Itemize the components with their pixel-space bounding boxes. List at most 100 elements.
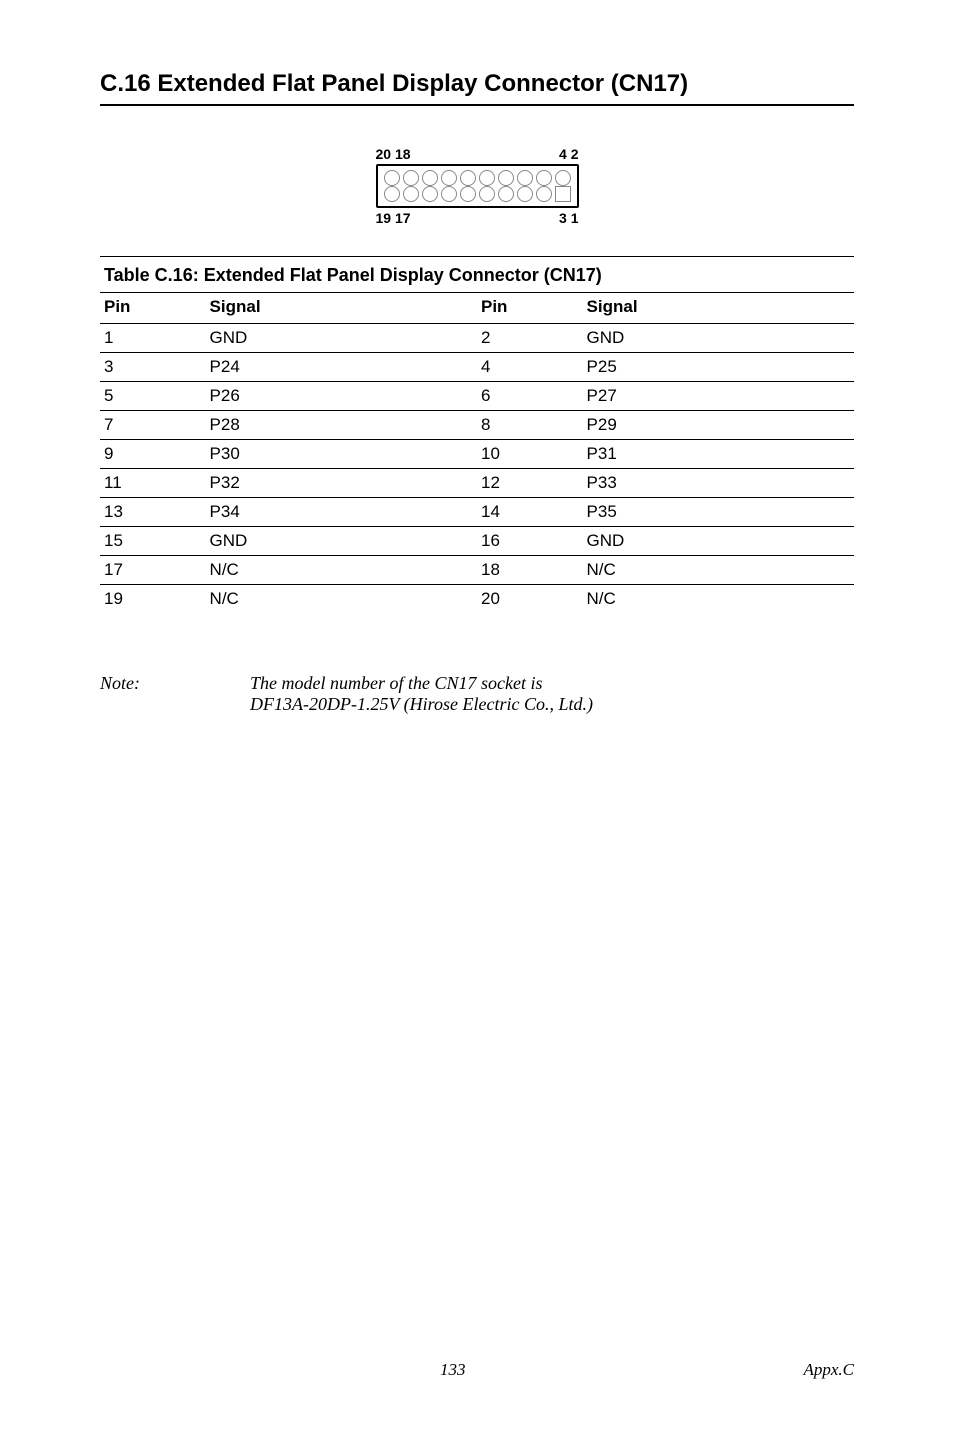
- pin-hole-icon: [441, 186, 457, 202]
- table-cell: 20: [477, 585, 583, 614]
- pin-hole-icon: [422, 170, 438, 186]
- pin-hole-icon: [479, 186, 495, 202]
- pin-hole-icon: [403, 186, 419, 202]
- table-cell: P34: [206, 498, 477, 527]
- table-cell: GND: [206, 527, 477, 556]
- header-pin-2: Pin: [477, 293, 583, 324]
- pin-hole-icon: [460, 186, 476, 202]
- table-row: 9P3010P31: [100, 440, 854, 469]
- note-label: Note:: [100, 673, 250, 715]
- table-cell: 8: [477, 411, 583, 440]
- title-underline: [100, 104, 854, 106]
- table-row: 11P3212P33: [100, 469, 854, 498]
- table-cell: 10: [477, 440, 583, 469]
- table-header-row: Pin Signal Pin Signal: [100, 293, 854, 324]
- note-text: The model number of the CN17 socket is D…: [250, 673, 854, 715]
- table-cell: GND: [583, 324, 854, 353]
- pin-hole-icon: [479, 170, 495, 186]
- pin-row-bottom: [384, 186, 571, 202]
- table-cell: 6: [477, 382, 583, 411]
- pin-hole-icon: [403, 170, 419, 186]
- note-line2: DF13A-20DP-1.25V (Hirose Electric Co., L…: [250, 694, 854, 715]
- section-title: C.16 Extended Flat Panel Display Connect…: [100, 70, 854, 98]
- table-row: 13P3414P35: [100, 498, 854, 527]
- connector-diagram: 20 18 4 2: [100, 146, 854, 226]
- label-top-left: 20 18: [376, 146, 411, 162]
- table-cell: N/C: [206, 556, 477, 585]
- pin-labels-bottom: 19 17 3 1: [376, 210, 579, 226]
- table-row: 19N/C20N/C: [100, 585, 854, 614]
- table-cell: P28: [206, 411, 477, 440]
- table-cell: 14: [477, 498, 583, 527]
- table-cell: 16: [477, 527, 583, 556]
- pin-hole-icon: [498, 170, 514, 186]
- table-cell: N/C: [583, 556, 854, 585]
- table-cell: P26: [206, 382, 477, 411]
- table-body: 1GND2GND3P244P255P266P277P288P299P3010P3…: [100, 324, 854, 614]
- diagram-inner: 20 18 4 2: [376, 146, 579, 226]
- table-cell: 7: [100, 411, 206, 440]
- table-cell: 17: [100, 556, 206, 585]
- pin-hole-icon: [555, 170, 571, 186]
- pin-labels-top: 20 18 4 2: [376, 146, 579, 162]
- note-line1: The model number of the CN17 socket is: [250, 673, 854, 694]
- footer-inner: 133 Appx.C: [100, 1360, 854, 1380]
- table-title-row: Table C.16: Extended Flat Panel Display …: [100, 257, 854, 293]
- table-cell: P31: [583, 440, 854, 469]
- table-row: 17N/C18N/C: [100, 556, 854, 585]
- table-cell: P32: [206, 469, 477, 498]
- header-signal-1: Signal: [206, 293, 477, 324]
- page-footer: 133 Appx.C: [0, 1360, 954, 1380]
- table-row: 5P266P27: [100, 382, 854, 411]
- table-row: 7P288P29: [100, 411, 854, 440]
- table-cell: 1: [100, 324, 206, 353]
- header-pin-1: Pin: [100, 293, 206, 324]
- table-cell: 3: [100, 353, 206, 382]
- table-cell: 4: [477, 353, 583, 382]
- table-cell: N/C: [583, 585, 854, 614]
- pin-hole-icon: [384, 186, 400, 202]
- pin-hole-icon: [384, 170, 400, 186]
- table-cell: P35: [583, 498, 854, 527]
- footer-reference: Appx.C: [803, 1360, 854, 1380]
- table-row: 15GND16GND: [100, 527, 854, 556]
- table-cell: GND: [583, 527, 854, 556]
- pin-row-top: [384, 170, 571, 186]
- pin-hole-icon: [517, 170, 533, 186]
- pin1-square-icon: [555, 186, 571, 202]
- label-top-right: 4 2: [559, 146, 578, 162]
- table-cell: P24: [206, 353, 477, 382]
- pin-hole-icon: [422, 186, 438, 202]
- table-cell: N/C: [206, 585, 477, 614]
- table-cell: 2: [477, 324, 583, 353]
- table-row: 3P244P25: [100, 353, 854, 382]
- connector-box: [376, 164, 579, 208]
- table-cell: P27: [583, 382, 854, 411]
- pin-hole-icon: [536, 170, 552, 186]
- footer-page-number: 133: [440, 1360, 466, 1380]
- table-cell: P29: [583, 411, 854, 440]
- label-bottom-left: 19 17: [376, 210, 411, 226]
- table-cell: 15: [100, 527, 206, 556]
- table-cell: 12: [477, 469, 583, 498]
- table-cell: P33: [583, 469, 854, 498]
- table-cell: 13: [100, 498, 206, 527]
- table-cell: 11: [100, 469, 206, 498]
- table-cell: P25: [583, 353, 854, 382]
- pin-hole-icon: [517, 186, 533, 202]
- pinout-table: Table C.16: Extended Flat Panel Display …: [100, 256, 854, 613]
- table-cell: GND: [206, 324, 477, 353]
- table-cell: 18: [477, 556, 583, 585]
- header-signal-2: Signal: [583, 293, 854, 324]
- table-cell: 5: [100, 382, 206, 411]
- label-bottom-right: 3 1: [559, 210, 578, 226]
- table-cell: 19: [100, 585, 206, 614]
- pin-hole-icon: [498, 186, 514, 202]
- note-block: Note: The model number of the CN17 socke…: [100, 673, 854, 715]
- table-cell: P30: [206, 440, 477, 469]
- pin-hole-icon: [460, 170, 476, 186]
- table-row: 1GND2GND: [100, 324, 854, 353]
- table-title: Table C.16: Extended Flat Panel Display …: [100, 257, 854, 293]
- pin-hole-icon: [441, 170, 457, 186]
- pin-hole-icon: [536, 186, 552, 202]
